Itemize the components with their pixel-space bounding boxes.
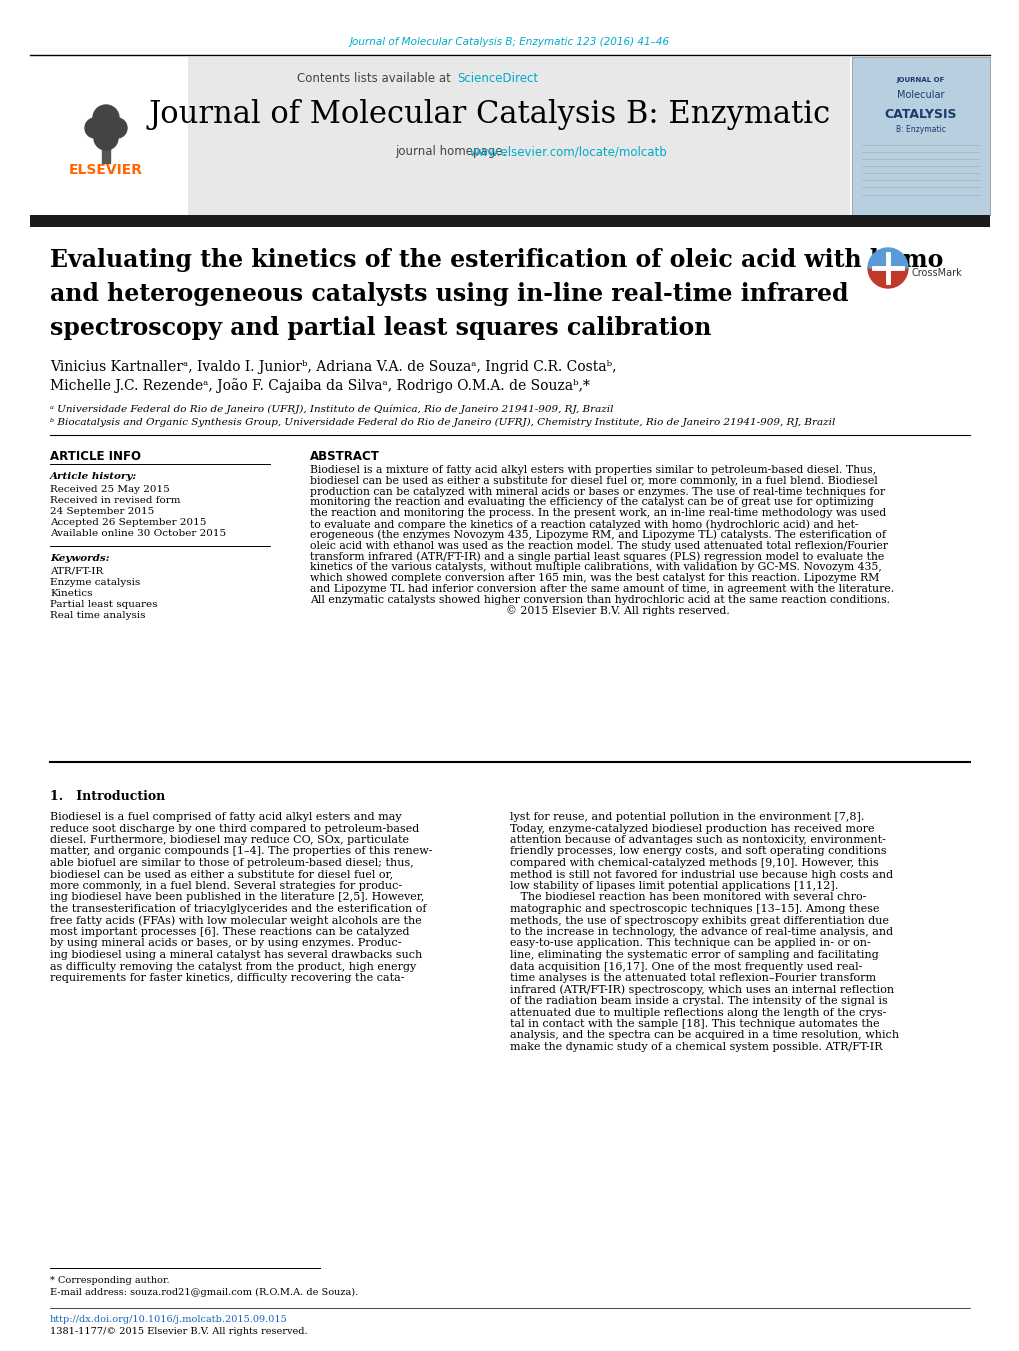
Text: method is still not favored for industrial use because high costs and: method is still not favored for industri… xyxy=(510,870,893,880)
Text: CATALYSIS: CATALYSIS xyxy=(883,108,956,122)
Text: Biodiesel is a mixture of fatty acid alkyl esters with properties similar to pet: Biodiesel is a mixture of fatty acid alk… xyxy=(310,465,875,476)
Text: All enzymatic catalysts showed higher conversion than hydrochloric acid at the s: All enzymatic catalysts showed higher co… xyxy=(310,594,890,605)
Text: Contents lists available at: Contents lists available at xyxy=(298,72,454,85)
Text: CrossMark: CrossMark xyxy=(911,267,962,278)
Text: 1381-1177/© 2015 Elsevier B.V. All rights reserved.: 1381-1177/© 2015 Elsevier B.V. All right… xyxy=(50,1327,308,1336)
Text: and heterogeneous catalysts using in-line real-time infrared: and heterogeneous catalysts using in-lin… xyxy=(50,282,848,305)
Text: tal in contact with the sample [18]. This technique automates the: tal in contact with the sample [18]. Thi… xyxy=(510,1019,878,1029)
Text: easy-to-use application. This technique can be applied in- or on-: easy-to-use application. This technique … xyxy=(510,939,870,948)
Text: ing biodiesel have been published in the literature [2,5]. However,: ing biodiesel have been published in the… xyxy=(50,893,424,902)
Text: by using mineral acids or bases, or by using enzymes. Produc-: by using mineral acids or bases, or by u… xyxy=(50,939,401,948)
Text: Journal of Molecular Catalysis B; Enzymatic 123 (2016) 41–46: Journal of Molecular Catalysis B; Enzyma… xyxy=(350,36,669,47)
Circle shape xyxy=(94,126,118,150)
Text: make the dynamic study of a chemical system possible. ATR/FT-IR: make the dynamic study of a chemical sys… xyxy=(510,1042,881,1052)
Text: Michelle J.C. Rezendeᵃ, João F. Cajaiba da Silvaᵃ, Rodrigo O.M.A. de Souzaᵇ,*: Michelle J.C. Rezendeᵃ, João F. Cajaiba … xyxy=(50,378,589,393)
Text: attention because of advantages such as nontoxicity, environment-: attention because of advantages such as … xyxy=(510,835,886,844)
Text: Keywords:: Keywords: xyxy=(50,554,109,563)
Text: Molecular: Molecular xyxy=(897,91,944,100)
Text: spectroscopy and partial least squares calibration: spectroscopy and partial least squares c… xyxy=(50,316,710,340)
Text: Today, enzyme-catalyzed biodiesel production has received more: Today, enzyme-catalyzed biodiesel produc… xyxy=(510,824,873,834)
Text: of the radiation beam inside a crystal. The intensity of the signal is: of the radiation beam inside a crystal. … xyxy=(510,996,887,1006)
Text: Journal of Molecular Catalysis B: Enzymatic: Journal of Molecular Catalysis B: Enzyma… xyxy=(149,100,830,131)
Text: able biofuel are similar to those of petroleum-based diesel; thus,: able biofuel are similar to those of pet… xyxy=(50,858,414,867)
Text: methods, the use of spectroscopy exhibits great differentiation due: methods, the use of spectroscopy exhibit… xyxy=(510,916,889,925)
Text: http://dx.doi.org/10.1016/j.molcatb.2015.09.015: http://dx.doi.org/10.1016/j.molcatb.2015… xyxy=(50,1315,287,1324)
Text: ARTICLE INFO: ARTICLE INFO xyxy=(50,450,141,463)
Text: transform infrared (ATR/FT-IR) and a single partial least squares (PLS) regressi: transform infrared (ATR/FT-IR) and a sin… xyxy=(310,551,883,562)
Text: oleic acid with ethanol was used as the reaction model. The study used attenuate: oleic acid with ethanol was used as the … xyxy=(310,540,888,551)
Text: * Corresponding author.: * Corresponding author. xyxy=(50,1275,169,1285)
FancyBboxPatch shape xyxy=(30,57,849,215)
Text: low stability of lipases limit potential applications [11,12].: low stability of lipases limit potential… xyxy=(510,881,838,892)
Text: ABSTRACT: ABSTRACT xyxy=(310,450,379,463)
Circle shape xyxy=(107,118,127,138)
Text: journal homepage:: journal homepage: xyxy=(394,146,510,158)
Text: Received in revised form: Received in revised form xyxy=(50,496,180,505)
Text: © 2015 Elsevier B.V. All rights reserved.: © 2015 Elsevier B.V. All rights reserved… xyxy=(310,605,729,616)
Text: requirements for faster kinetics, difficulty recovering the cata-: requirements for faster kinetics, diffic… xyxy=(50,973,405,984)
Text: matographic and spectroscopic techniques [13–15]. Among these: matographic and spectroscopic techniques… xyxy=(510,904,878,915)
Text: Enzyme catalysis: Enzyme catalysis xyxy=(50,578,141,586)
Text: Available online 30 October 2015: Available online 30 October 2015 xyxy=(50,530,226,538)
Text: Real time analysis: Real time analysis xyxy=(50,611,146,620)
Text: kinetics of the various catalysts, without multiple calibrations, with validatio: kinetics of the various catalysts, witho… xyxy=(310,562,881,573)
Text: erogeneous (the enzymes Novozym 435, Lipozyme RM, and Lipozyme TL) catalysts. Th: erogeneous (the enzymes Novozym 435, Lip… xyxy=(310,530,886,540)
Text: diesel. Furthermore, biodiesel may reduce CO, SOx, particulate: diesel. Furthermore, biodiesel may reduc… xyxy=(50,835,409,844)
FancyBboxPatch shape xyxy=(851,57,989,215)
FancyBboxPatch shape xyxy=(30,215,989,227)
Text: www.elsevier.com/locate/molcatb: www.elsevier.com/locate/molcatb xyxy=(470,146,667,158)
Text: JOURNAL OF: JOURNAL OF xyxy=(896,77,945,82)
Text: Received 25 May 2015: Received 25 May 2015 xyxy=(50,485,169,494)
Circle shape xyxy=(85,118,105,138)
Text: ᵃ Universidade Federal do Rio de Janeiro (UFRJ), Instituto de Química, Rio de Ja: ᵃ Universidade Federal do Rio de Janeiro… xyxy=(50,405,612,415)
Text: to evaluate and compare the kinetics of a reaction catalyzed with homo (hydrochl: to evaluate and compare the kinetics of … xyxy=(310,519,858,530)
Text: the reaction and monitoring the process. In the present work, an in-line real-ti: the reaction and monitoring the process.… xyxy=(310,508,886,519)
Text: ing biodiesel using a mineral catalyst has several drawbacks such: ing biodiesel using a mineral catalyst h… xyxy=(50,950,422,961)
Text: line, eliminating the systematic error of sampling and facilitating: line, eliminating the systematic error o… xyxy=(510,950,878,961)
Text: infrared (ATR/FT-IR) spectroscopy, which uses an internal reflection: infrared (ATR/FT-IR) spectroscopy, which… xyxy=(510,985,894,996)
Bar xyxy=(102,145,110,163)
Wedge shape xyxy=(867,267,907,288)
Text: ᵇ Biocatalysis and Organic Synthesis Group, Universidade Federal do Rio de Janei: ᵇ Biocatalysis and Organic Synthesis Gro… xyxy=(50,417,835,427)
Text: Accepted 26 September 2015: Accepted 26 September 2015 xyxy=(50,517,206,527)
Text: Vinicius Kartnallerᵃ, Ivaldo I. Juniorᵇ, Adriana V.A. de Souzaᵃ, Ingrid C.R. Cos: Vinicius Kartnallerᵃ, Ivaldo I. Juniorᵇ,… xyxy=(50,359,615,374)
Text: production can be catalyzed with mineral acids or bases or enzymes. The use of r: production can be catalyzed with mineral… xyxy=(310,486,884,497)
Text: free fatty acids (FFAs) with low molecular weight alcohols are the: free fatty acids (FFAs) with low molecul… xyxy=(50,916,421,925)
Text: reduce soot discharge by one third compared to petroleum-based: reduce soot discharge by one third compa… xyxy=(50,824,419,834)
Text: E-mail address: souza.rod21@gmail.com (R.O.M.A. de Souza).: E-mail address: souza.rod21@gmail.com (R… xyxy=(50,1288,358,1297)
Text: and Lipozyme TL had inferior conversion after the same amount of time, in agreem: and Lipozyme TL had inferior conversion … xyxy=(310,584,894,594)
FancyBboxPatch shape xyxy=(30,57,187,215)
Text: 1.   Introduction: 1. Introduction xyxy=(50,790,165,802)
Text: compared with chemical-catalyzed methods [9,10]. However, this: compared with chemical-catalyzed methods… xyxy=(510,858,878,867)
Text: as difficulty removing the catalyst from the product, high energy: as difficulty removing the catalyst from… xyxy=(50,962,416,971)
Text: ATR/FT-IR: ATR/FT-IR xyxy=(50,567,103,576)
Text: analysis, and the spectra can be acquired in a time resolution, which: analysis, and the spectra can be acquire… xyxy=(510,1031,898,1040)
Text: which showed complete conversion after 165 min, was the best catalyst for this r: which showed complete conversion after 1… xyxy=(310,573,878,584)
Text: data acquisition [16,17]. One of the most frequently used real-: data acquisition [16,17]. One of the mos… xyxy=(510,962,861,971)
Text: Kinetics: Kinetics xyxy=(50,589,93,598)
Text: Biodiesel is a fuel comprised of fatty acid alkyl esters and may: Biodiesel is a fuel comprised of fatty a… xyxy=(50,812,401,821)
Text: Partial least squares: Partial least squares xyxy=(50,600,157,609)
Text: time analyses is the attenuated total reflexion–Fourier transform: time analyses is the attenuated total re… xyxy=(510,973,875,984)
Text: more commonly, in a fuel blend. Several strategies for produc-: more commonly, in a fuel blend. Several … xyxy=(50,881,401,892)
Text: The biodiesel reaction has been monitored with several chro-: The biodiesel reaction has been monitore… xyxy=(510,893,865,902)
Text: Article history:: Article history: xyxy=(50,471,138,481)
Text: most important processes [6]. These reactions can be catalyzed: most important processes [6]. These reac… xyxy=(50,927,409,938)
Text: lyst for reuse, and potential pollution in the environment [7,8].: lyst for reuse, and potential pollution … xyxy=(510,812,863,821)
Text: Evaluating the kinetics of the esterification of oleic acid with homo: Evaluating the kinetics of the esterific… xyxy=(50,249,943,272)
Wedge shape xyxy=(867,249,907,267)
Text: biodiesel can be used as either a substitute for diesel fuel or, more commonly, : biodiesel can be used as either a substi… xyxy=(310,476,877,486)
Text: B: Enzymatic: B: Enzymatic xyxy=(895,126,945,135)
Circle shape xyxy=(93,105,119,131)
Text: matter, and organic compounds [1–4]. The properties of this renew-: matter, and organic compounds [1–4]. The… xyxy=(50,847,432,857)
Text: biodiesel can be used as either a substitute for diesel fuel or,: biodiesel can be used as either a substi… xyxy=(50,870,392,880)
Text: ELSEVIER: ELSEVIER xyxy=(69,163,143,177)
Text: monitoring the reaction and evaluating the efficiency of the catalyst can be of : monitoring the reaction and evaluating t… xyxy=(310,497,873,508)
Text: to the increase in technology, the advance of real-time analysis, and: to the increase in technology, the advan… xyxy=(510,927,893,938)
Text: the transesterification of triacylglycerides and the esterification of: the transesterification of triacylglycer… xyxy=(50,904,426,915)
Text: friendly processes, low energy costs, and soft operating conditions: friendly processes, low energy costs, an… xyxy=(510,847,886,857)
Text: ScienceDirect: ScienceDirect xyxy=(457,72,538,85)
Text: attenuated due to multiple reflections along the length of the crys-: attenuated due to multiple reflections a… xyxy=(510,1008,886,1017)
Text: 24 September 2015: 24 September 2015 xyxy=(50,507,154,516)
